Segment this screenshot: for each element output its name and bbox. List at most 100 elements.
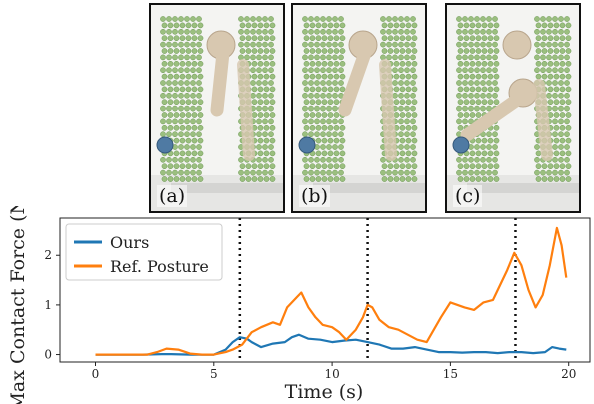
contact-sphere <box>315 112 322 118</box>
contact-sphere <box>552 41 558 48</box>
contact-sphere <box>197 99 204 106</box>
series-line <box>95 333 567 356</box>
contact-sphere <box>178 54 184 61</box>
contact-sphere <box>564 16 570 22</box>
contact-force-chart: 0 5 10 15 20 0 1 2 Ours Ref. Posture Max Contact … <box>7 206 591 404</box>
contact-sphere <box>327 150 334 157</box>
contact-sphere <box>256 169 262 176</box>
contact-sphere <box>251 99 258 106</box>
contact-sphere <box>314 16 320 22</box>
contact-sphere <box>327 112 334 118</box>
contact-sphere <box>410 54 416 61</box>
contact-sphere <box>487 99 494 106</box>
contact-sphere <box>564 54 570 61</box>
contact-sphere <box>309 35 316 42</box>
contact-sphere <box>250 80 256 86</box>
contact-sphere <box>398 16 404 22</box>
contact-sphere <box>190 105 196 112</box>
contact-sphere <box>239 48 246 54</box>
contact-sphere <box>404 67 410 74</box>
contact-sphere <box>197 60 204 67</box>
contact-sphere <box>404 105 410 112</box>
contact-sphere <box>320 54 326 61</box>
contact-sphere <box>541 176 548 182</box>
contact-sphere <box>251 48 258 54</box>
contact-sphere <box>185 137 192 144</box>
contact-sphere <box>314 41 320 48</box>
contact-sphere <box>179 86 186 93</box>
contact-sphere <box>552 118 558 125</box>
contact-sphere <box>160 169 166 176</box>
contact-sphere <box>320 16 326 22</box>
contact-sphere <box>411 86 418 93</box>
contact-sphere <box>166 118 172 125</box>
contact-sphere <box>486 67 492 74</box>
contact-sphere <box>172 67 178 74</box>
contact-sphere <box>191 176 198 182</box>
robot-lower-link <box>237 59 255 161</box>
contact-sphere <box>481 35 488 42</box>
contact-sphere <box>320 41 326 48</box>
contact-sphere <box>262 41 268 48</box>
contact-sphere <box>320 92 326 99</box>
contact-sphere <box>558 67 564 74</box>
legend-box <box>65 223 223 281</box>
contact-sphere <box>166 169 172 176</box>
contact-sphere <box>564 118 570 125</box>
contact-sphere <box>327 176 334 182</box>
contact-sphere <box>462 80 468 86</box>
contact-sphere <box>411 124 418 131</box>
contact-sphere <box>245 176 252 182</box>
contact-sphere <box>565 124 572 131</box>
contact-sphere <box>468 169 474 176</box>
contact-sphere <box>492 41 498 48</box>
contact-sphere <box>546 54 552 61</box>
contact-sphere <box>411 48 418 54</box>
contact-sphere <box>486 169 492 176</box>
contact-sphere <box>239 176 246 182</box>
contact-sphere <box>308 41 314 48</box>
contact-sphere <box>173 112 180 118</box>
contact-sphere <box>196 144 202 150</box>
contact-sphere <box>410 67 416 74</box>
contact-sphere <box>552 67 558 74</box>
contact-sphere <box>338 54 344 61</box>
contact-sphere <box>481 163 488 170</box>
contact-sphere <box>547 99 554 106</box>
contact-sphere <box>196 105 202 112</box>
contact-sphere <box>456 92 462 99</box>
contact-sphere <box>179 60 186 67</box>
contact-sphere <box>161 86 168 93</box>
contact-sphere <box>263 60 270 67</box>
contact-sphere <box>257 150 264 157</box>
contact-sphere <box>190 41 196 48</box>
contact-sphere <box>262 105 268 112</box>
contact-sphere <box>172 41 178 48</box>
contact-sphere <box>486 156 492 163</box>
floor-shadow <box>313 183 425 193</box>
contact-sphere <box>308 28 314 35</box>
contact-sphere <box>457 22 464 29</box>
contact-sphere <box>268 41 274 48</box>
contact-sphere <box>197 86 204 93</box>
contact-sphere <box>480 144 486 150</box>
contact-sphere <box>257 48 264 54</box>
contact-sphere <box>547 48 554 54</box>
contact-sphere <box>393 163 400 170</box>
contact-sphere <box>404 118 410 125</box>
contact-sphere <box>492 169 498 176</box>
contact-sphere <box>245 35 252 42</box>
contact-sphere <box>309 124 316 131</box>
contact-sphere <box>492 16 498 22</box>
contact-sphere <box>405 137 412 144</box>
contact-sphere <box>565 137 572 144</box>
contact-sphere <box>553 176 560 182</box>
contact-sphere <box>257 35 264 42</box>
contact-sphere <box>190 131 196 138</box>
plot-area: 0 5 10 15 20 0 1 2 Ours Ref. Posture <box>44 217 591 381</box>
contact-sphere <box>333 22 340 29</box>
contact-sphere <box>262 16 268 22</box>
contact-sphere <box>326 118 332 125</box>
contact-sphere <box>244 41 250 48</box>
contact-sphere <box>474 169 480 176</box>
